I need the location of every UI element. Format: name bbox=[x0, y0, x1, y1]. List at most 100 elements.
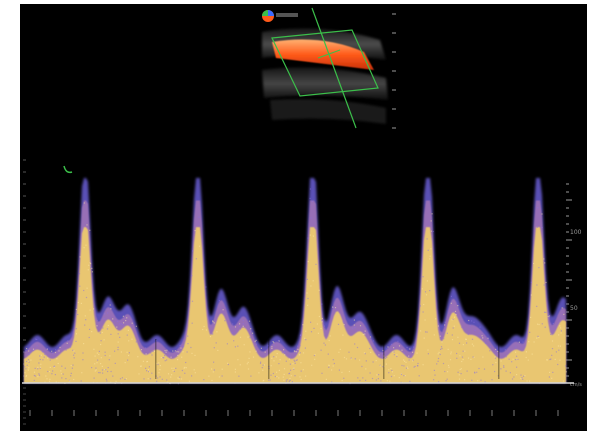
spectrum-speckle bbox=[379, 365, 381, 367]
spectrum-speckle bbox=[103, 339, 105, 341]
spectrum-speckle bbox=[274, 375, 276, 378]
spectrum-speckle bbox=[202, 328, 204, 331]
spectrum-speckle bbox=[362, 377, 364, 379]
spectrum-speckle bbox=[249, 337, 251, 339]
spectrum-speckle bbox=[295, 351, 298, 353]
spectrum-speckle bbox=[353, 319, 355, 321]
spectrum-speckle bbox=[247, 361, 249, 363]
spectrum-speckle bbox=[148, 371, 150, 373]
spectrum-speckle bbox=[170, 356, 172, 358]
spectrum-speckle bbox=[311, 200, 313, 202]
spectrum-speckle bbox=[471, 379, 473, 381]
spectrum-speckle bbox=[515, 359, 517, 361]
spectrum-speckle bbox=[181, 369, 183, 372]
spectrum-speckle bbox=[462, 350, 464, 352]
spectrum-speckle bbox=[101, 365, 103, 367]
spectrum-speckle bbox=[44, 381, 46, 383]
spectrum-speckle bbox=[73, 350, 75, 352]
spectrum-speckle bbox=[309, 197, 311, 199]
spectrum-speckle bbox=[495, 361, 497, 364]
scale-label-50: 50 bbox=[570, 305, 578, 312]
spectrum-speckle bbox=[278, 340, 280, 342]
spectrum-speckle bbox=[82, 359, 84, 361]
spectrum-speckle bbox=[509, 372, 511, 374]
spectrum-speckle bbox=[34, 367, 36, 369]
spectrum-speckle bbox=[86, 287, 88, 289]
spectrum-speckle bbox=[332, 365, 334, 367]
spectrum-speckle bbox=[378, 374, 380, 376]
spectrum-speckle bbox=[551, 340, 554, 342]
spectrum-speckle bbox=[160, 356, 162, 359]
spectrum-speckle bbox=[413, 366, 415, 368]
spectrum-speckle bbox=[440, 346, 443, 348]
spectrum-speckle bbox=[89, 309, 91, 311]
spectrum-speckle bbox=[433, 334, 435, 336]
color-map-icon bbox=[262, 10, 274, 22]
spectrum-speckle bbox=[296, 359, 298, 361]
spectrum-speckle bbox=[164, 360, 166, 362]
spectrum-speckle bbox=[398, 377, 400, 379]
spectrum-speckle bbox=[300, 362, 302, 364]
spectrum-speckle bbox=[418, 375, 420, 377]
spectrum-speckle bbox=[55, 349, 57, 351]
spectrum-speckle bbox=[205, 286, 207, 288]
spectrum-speckle bbox=[306, 292, 308, 294]
spectrum-speckle bbox=[75, 340, 77, 342]
color-scale-bar bbox=[276, 13, 298, 17]
spectrum-speckle bbox=[27, 359, 30, 361]
spectrum-speckle bbox=[57, 362, 59, 365]
spectrum-speckle bbox=[98, 353, 100, 356]
spectrum-speckle bbox=[191, 300, 194, 302]
spectrum-speckle bbox=[536, 284, 538, 286]
spectrum-speckle bbox=[213, 322, 215, 324]
spectrum-speckle bbox=[552, 322, 554, 325]
spectrum-speckle bbox=[313, 327, 315, 329]
spectrum-speckle bbox=[541, 323, 543, 325]
spectrum-speckle bbox=[304, 347, 306, 349]
spectrum-speckle bbox=[451, 319, 453, 321]
spectrum-speckle bbox=[82, 352, 84, 354]
spectrum-speckle bbox=[444, 324, 447, 326]
spectrum-speckle bbox=[267, 345, 269, 347]
spectrum-speckle bbox=[558, 349, 560, 351]
spectrum-speckle bbox=[89, 262, 91, 264]
spectrum-speckle bbox=[46, 348, 49, 350]
spectrum-speckle bbox=[447, 371, 449, 373]
spectrum-speckle bbox=[94, 370, 96, 372]
spectrum-speckle bbox=[27, 360, 29, 362]
spectrum-speckle bbox=[60, 370, 62, 372]
spectrum-speckle bbox=[271, 347, 273, 350]
spectrum-speckle bbox=[482, 356, 484, 358]
spectrum-speckle bbox=[537, 207, 539, 209]
spectrum-speckle bbox=[61, 365, 63, 367]
spectrum-speckle bbox=[105, 369, 107, 371]
spectrum-speckle bbox=[466, 370, 468, 372]
spectrum-speckle bbox=[450, 295, 452, 297]
spectrum-speckle bbox=[25, 374, 28, 377]
spectrum-speckle bbox=[558, 334, 560, 336]
spectrum-speckle bbox=[73, 357, 75, 359]
spectrum-speckle bbox=[331, 369, 333, 371]
spectrum-speckle bbox=[310, 285, 312, 287]
spectrum-speckle bbox=[289, 355, 291, 357]
spectrum-speckle bbox=[238, 375, 240, 377]
spectrum-speckle bbox=[409, 348, 411, 350]
spectrum-speckle bbox=[474, 329, 476, 332]
spectrum-speckle bbox=[423, 303, 425, 306]
spectrum-speckle bbox=[124, 378, 126, 380]
spectrum-speckle bbox=[559, 345, 561, 347]
spectrum-speckle bbox=[447, 364, 450, 367]
spectrum-speckle bbox=[297, 348, 299, 350]
spectrum-speckle bbox=[562, 380, 564, 382]
spectrum-speckle bbox=[393, 347, 395, 349]
spectrum-speckle bbox=[226, 343, 228, 345]
spectrum-speckle bbox=[114, 350, 116, 352]
spectrum-speckle bbox=[237, 359, 239, 361]
spectrum-speckle bbox=[51, 350, 53, 352]
spectrum-speckle bbox=[234, 368, 236, 370]
spectrum-speckle bbox=[216, 331, 218, 333]
spectrum-speckle bbox=[125, 320, 127, 322]
spectrum-speckle bbox=[458, 342, 461, 344]
spectrum-speckle bbox=[406, 346, 408, 348]
